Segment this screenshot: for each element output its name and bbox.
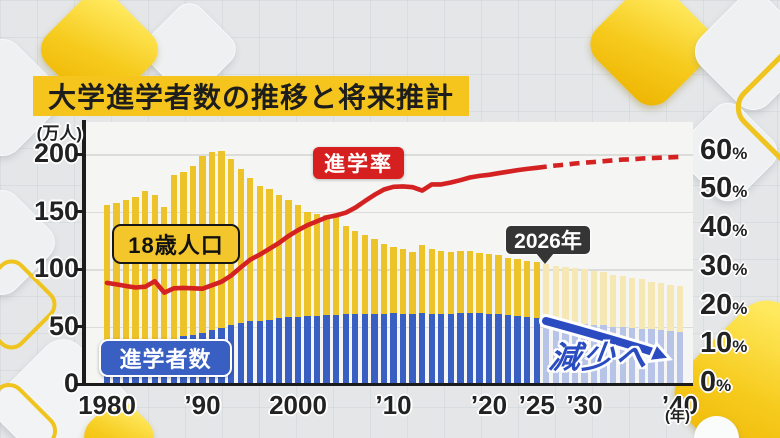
legend-rate-label: 進学率	[313, 147, 404, 179]
bar-entrants-2017	[457, 312, 464, 384]
y-left-tick-100: 100	[33, 253, 79, 283]
bar-entrants-2000	[294, 317, 302, 384]
bar-population-2003	[323, 214, 330, 384]
bar-entrants-2005	[342, 313, 349, 384]
y-tick-mark	[75, 267, 83, 271]
bar-population-2004	[333, 217, 340, 384]
bar-entrants-1997	[266, 319, 273, 384]
bar-entrants-2023	[514, 316, 521, 384]
chart-title: 大学進学者数の推移と将来推計	[33, 76, 470, 116]
bar-entrants-2025	[533, 318, 540, 384]
legend-entrants-label: 進学者数	[99, 339, 232, 377]
x-tick-2010: ’10	[375, 390, 412, 420]
y-left-tick-150: 150	[33, 195, 79, 226]
bar-entrants-2016	[447, 313, 454, 384]
x-axis-unit: (年)	[665, 408, 690, 425]
x-tick-2040: ’40	[661, 390, 699, 420]
callout-2026-text: 2026年	[514, 230, 582, 253]
bar-entrants-2020	[485, 313, 493, 384]
gridline-50	[85, 326, 693, 328]
callout-2026: 2026年	[506, 226, 590, 264]
x-tick-1980: 1980	[78, 390, 136, 420]
bar-population-1986	[161, 206, 168, 384]
bar-population-2001	[304, 211, 311, 384]
bar-entrants-2006	[352, 313, 359, 384]
y-tick-mark	[75, 152, 83, 156]
legend-population-label: 18歳人口	[112, 224, 240, 264]
x-tick-2000: 2000	[269, 390, 327, 420]
decrease-annotation: 減少へ	[547, 340, 652, 375]
bar-entrants-2003	[323, 315, 330, 384]
callout-pointer	[536, 253, 554, 264]
bar-entrants-2008	[371, 313, 378, 384]
bar-entrants-2015	[438, 313, 445, 384]
x-tick-2030: ’30	[566, 390, 603, 420]
bar-entrants-2011	[399, 313, 407, 384]
bar-entrants-1995	[247, 320, 254, 384]
bar-entrants-2012	[409, 313, 416, 384]
bar-entrants-2039	[667, 331, 674, 384]
bg-circle	[694, 416, 739, 438]
y-left-tick-0: 0	[63, 368, 79, 398]
x-tick-2020: ’20	[470, 390, 508, 420]
bar-entrants-1996	[256, 320, 263, 384]
bar-entrants-2021	[495, 313, 502, 384]
y-left-tick-50: 50	[48, 310, 79, 341]
y-right-tick-50: 50%	[700, 172, 748, 205]
x-axis-line	[82, 382, 693, 386]
y-axis-line	[82, 120, 86, 386]
x-tick-1990: ’90	[184, 390, 221, 420]
bar-entrants-1994	[237, 323, 244, 384]
bar-entrants-2002	[313, 316, 321, 384]
y-right-tick-20: 20%	[700, 288, 748, 321]
y-left-tick-200: 200	[33, 138, 79, 168]
y-right-tick-30: 30%	[700, 249, 748, 282]
bar-entrants-2001	[304, 316, 311, 384]
x-tick-2025: ’25	[518, 390, 555, 420]
y-right-tick-10: 10%	[700, 327, 748, 360]
bar-entrants-2014	[428, 313, 435, 384]
y-right-tick-40: 40%	[700, 211, 748, 243]
bar-entrants-2018	[466, 312, 474, 384]
bar-entrants-2038	[657, 329, 665, 384]
y-right-tick-60: 60%	[700, 133, 748, 166]
bar-entrants-2010	[390, 312, 397, 384]
bar-population-2007	[361, 234, 369, 384]
bar-entrants-1999	[285, 317, 292, 384]
bar-population-2006	[352, 231, 359, 384]
bar-entrants-2013	[418, 312, 426, 384]
y-tick-mark	[75, 210, 83, 213]
bar-entrants-1998	[275, 318, 283, 384]
y-left-unit: (万人)	[36, 124, 82, 143]
y-tick-mark	[75, 382, 83, 386]
bar-population-2008	[371, 239, 378, 384]
bar-population-2002	[313, 213, 321, 384]
bar-entrants-2022	[504, 315, 512, 384]
bar-entrants-2024	[524, 317, 531, 384]
bar-entrants-2019	[476, 312, 483, 384]
y-right-tick-0: 0%	[700, 366, 732, 398]
bar-entrants-2009	[380, 313, 388, 384]
bar-entrants-2040	[676, 332, 684, 384]
bar-population-2005	[342, 226, 349, 384]
bar-entrants-2004	[333, 315, 340, 384]
bar-entrants-2007	[361, 313, 369, 384]
y-tick-mark	[75, 325, 83, 328]
bar-population-2009	[380, 243, 388, 384]
